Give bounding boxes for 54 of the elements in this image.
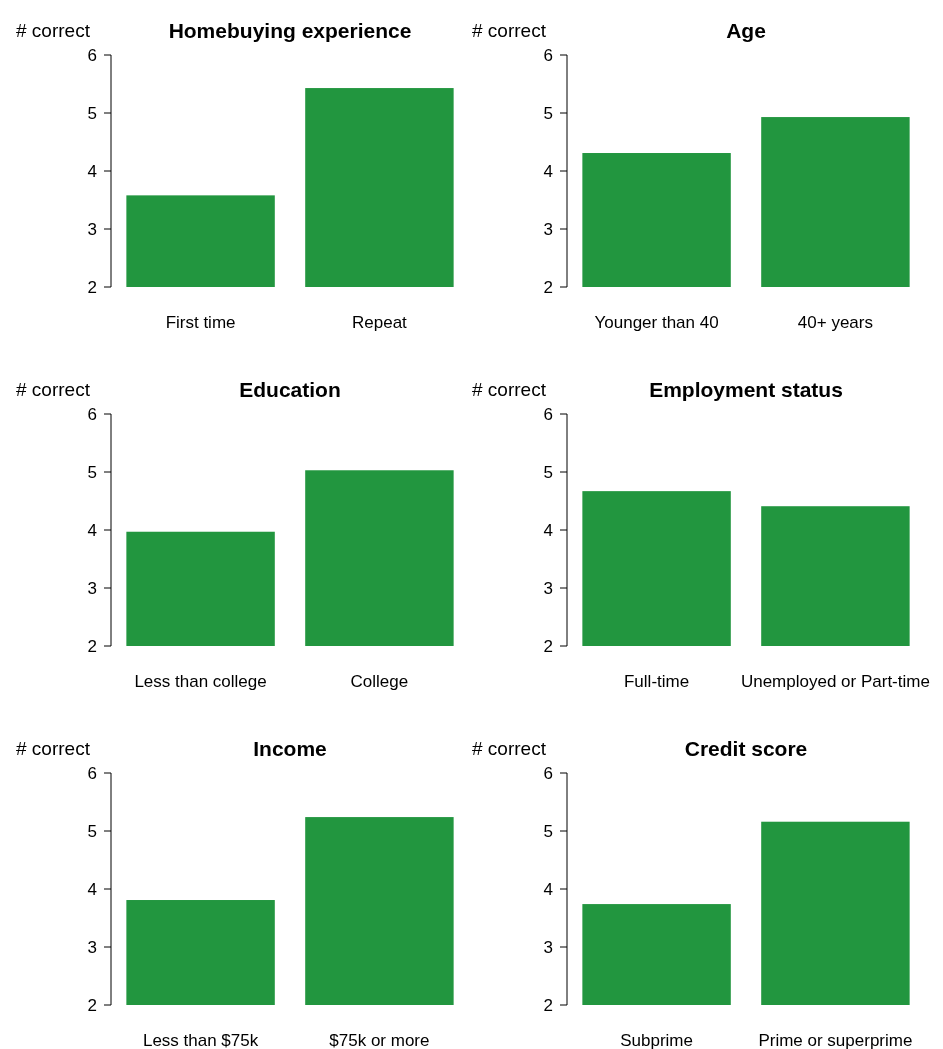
x-tick-label: College <box>350 672 409 691</box>
y-tick-label: 5 <box>543 462 553 482</box>
chart-title: Age <box>726 19 766 42</box>
y-tick-label: 3 <box>543 219 553 239</box>
chart-title: Income <box>253 737 327 760</box>
y-tick-label: 6 <box>87 763 97 783</box>
x-tick-label: $75k or more <box>329 1031 430 1049</box>
chart-title: Education <box>239 378 341 401</box>
x-tick-label: Repeat <box>352 313 408 332</box>
y-tick-label: 6 <box>87 45 97 65</box>
y-tick-label: 2 <box>543 636 553 656</box>
x-tick-label: Subprime <box>620 1031 693 1049</box>
x-tick-label: First time <box>165 313 236 332</box>
y-tick-label: 6 <box>543 45 553 65</box>
y-axis-title: # correct <box>16 20 91 41</box>
y-tick-label: 4 <box>543 161 553 181</box>
y-tick-label: 5 <box>87 462 97 482</box>
y-tick-label: 5 <box>543 103 553 123</box>
y-tick-label: 5 <box>543 821 553 841</box>
y-tick-label: 3 <box>87 937 97 957</box>
y-tick-label: 3 <box>543 937 553 957</box>
y-axis-title: # correct <box>472 379 547 400</box>
chart-title: Homebuying experience <box>168 19 412 42</box>
y-tick-label: 2 <box>87 277 97 297</box>
y-tick-label: 2 <box>543 277 553 297</box>
y-tick-label: 6 <box>543 763 553 783</box>
y-tick-label: 4 <box>87 161 97 181</box>
y-axis-title: # correct <box>16 738 91 759</box>
y-tick-label: 5 <box>87 103 97 123</box>
y-axis-title: # correct <box>472 738 547 759</box>
x-tick-label: 40+ years <box>797 313 873 332</box>
y-tick-label: 3 <box>543 578 553 598</box>
x-tick-label: Full-time <box>624 672 690 691</box>
y-axis-title: # correct <box>472 20 547 41</box>
y-tick-label: 4 <box>87 520 97 540</box>
y-axis-title: # correct <box>16 379 91 400</box>
y-tick-label: 4 <box>543 520 553 540</box>
y-tick-label: 3 <box>87 578 97 598</box>
y-tick-label: 2 <box>543 995 553 1015</box>
x-tick-label: Prime or superprime <box>758 1031 913 1049</box>
chart-title: Employment status <box>649 378 843 401</box>
y-tick-label: 6 <box>543 404 553 424</box>
chart-title: Credit score <box>684 737 808 760</box>
y-tick-label: 5 <box>87 821 97 841</box>
x-tick-label: Less than college <box>134 672 267 691</box>
y-tick-label: 4 <box>87 879 97 899</box>
y-tick-label: 2 <box>87 995 97 1015</box>
y-tick-label: 4 <box>543 879 553 899</box>
y-tick-label: 2 <box>87 636 97 656</box>
x-tick-label: Younger than 40 <box>594 313 719 332</box>
y-tick-label: 6 <box>87 404 97 424</box>
x-tick-label: Unemployed or Part-time <box>740 672 930 691</box>
x-tick-label: Less than $75k <box>142 1031 259 1049</box>
y-tick-label: 3 <box>87 219 97 239</box>
